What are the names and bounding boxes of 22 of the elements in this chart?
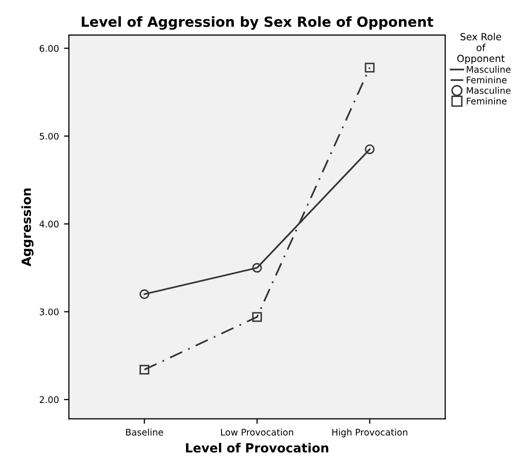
y-tick-label: 5.00 [40,132,59,140]
y-axis-title: Aggression [21,188,34,266]
text: Masculine [466,66,510,73]
point [364,144,375,154]
x-tick-label: Low Provocation [221,428,294,436]
y-tick-label: 2.00 [40,396,59,404]
y-tick-label: 3.00 [40,308,59,316]
x-axis-title: Level of Provocation [186,442,328,453]
legend-title: Sex Role of Opponent [457,32,505,64]
point [364,62,375,72]
point [140,289,150,300]
y-tick-label: 6.00 [40,45,59,52]
legend-label: Feminine [466,76,507,84]
chart-title: Level of Aggression by Sex Role of Opponent [82,16,434,30]
text: Feminine [466,97,507,104]
y-tick-label: 4.00 [40,220,59,228]
point [252,262,262,273]
legend-label: Masculine [466,86,510,94]
x-tick-label: High Provocation [332,428,408,438]
x-tick-label: Baseline [126,428,164,436]
point [252,312,262,322]
point [140,364,150,375]
